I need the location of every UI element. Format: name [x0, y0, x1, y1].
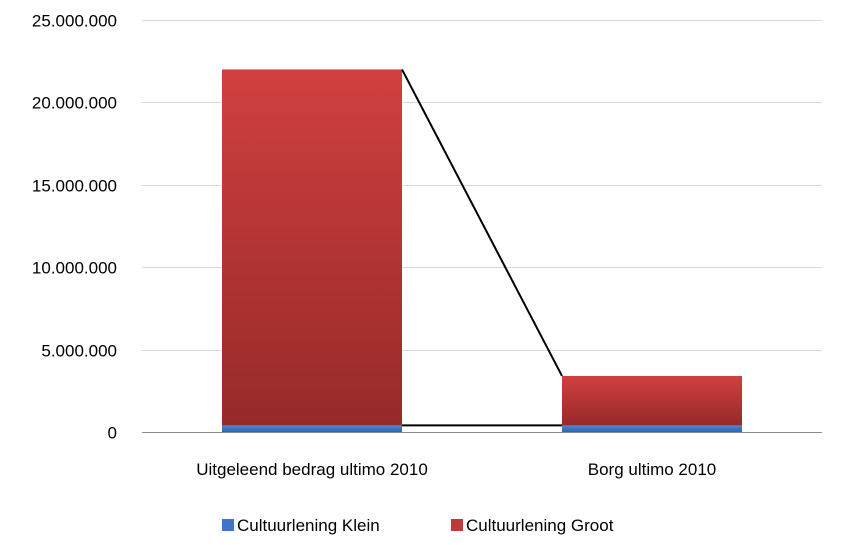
y-tick-label: 10.000.000 [32, 259, 117, 278]
y-tick-label: 0 [108, 424, 117, 443]
y-tick-label: 15.000.000 [32, 177, 117, 196]
bar-klein [562, 425, 742, 432]
bar-groot [222, 69, 402, 426]
y-tick-label: 25.000.000 [32, 12, 117, 31]
x-axis-categories: Uitgeleend bedrag ultimo 2010 Borg ultimo… [196, 460, 716, 479]
x-category-label: Uitgeleend bedrag ultimo 2010 [196, 460, 428, 479]
bar-groot [562, 375, 742, 426]
legend: Cultuurlening Klein Cultuurlening Groot [222, 516, 614, 535]
x-category-label: Borg ultimo 2010 [588, 460, 717, 479]
bar-klein [222, 425, 402, 432]
legend-swatch [451, 519, 463, 531]
series-line [401, 68, 563, 377]
legend-swatch [222, 519, 234, 531]
y-tick-label: 5.000.000 [41, 342, 117, 361]
legend-label: Cultuurlening Klein [237, 516, 380, 535]
y-axis-ticks: 0 5.000.000 10.000.000 15.000.000 20.000.000… [32, 12, 117, 443]
bars [222, 69, 742, 432]
y-tick-label: 20.000.000 [32, 94, 117, 113]
legend-label: Cultuurlening Groot [466, 516, 614, 535]
series-lines [401, 68, 563, 427]
